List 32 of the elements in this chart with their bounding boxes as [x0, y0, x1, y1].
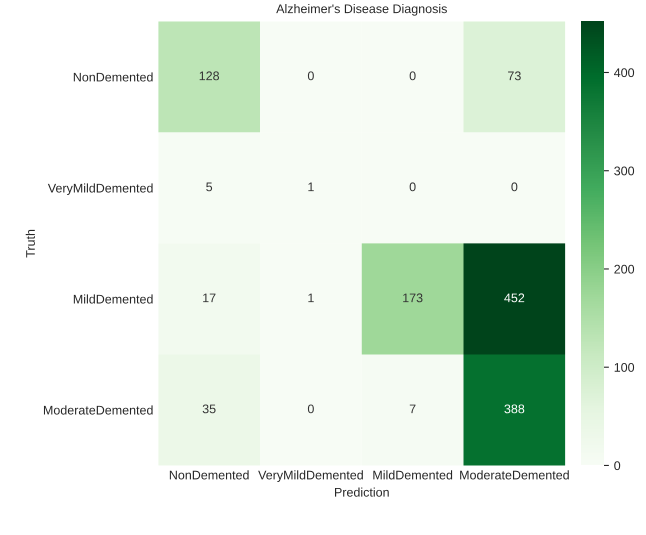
x-axis-title: Prediction [334, 488, 389, 497]
data-label: 0 [308, 404, 314, 414]
data-label: 173 [403, 293, 423, 302]
data-label: 452 [504, 293, 524, 302]
y-tick-label: MildDemented [74, 294, 153, 304]
color-bar-label: 100 [614, 363, 634, 372]
x-tick-label: NonDemented [170, 470, 249, 480]
data-label: 1 [308, 182, 314, 192]
data-label: 0 [410, 71, 416, 80]
data-label: 1 [308, 294, 314, 302]
data-label: 5 [206, 182, 212, 192]
data-label: 0 [308, 71, 314, 80]
y-tick-label: VeryMildDemented [48, 183, 153, 196]
data-label: 7 [410, 404, 416, 414]
color-bar-label: 400 [614, 68, 634, 78]
y-axis-title: Truth [26, 230, 35, 258]
data-label: 73 [508, 71, 521, 80]
color-bar-label: 300 [614, 166, 634, 176]
data-label: 0 [511, 182, 518, 192]
color-bar-label: 0 [614, 461, 620, 470]
y-tick-label: ModerateDemented [44, 405, 153, 415]
chart-title: Alzheimer's Disease Diagnosis [276, 4, 447, 16]
color-bar-label: 200 [614, 264, 634, 274]
x-tick-label: VeryMildDemented [258, 470, 363, 482]
y-tick-label: NonDemented [74, 72, 153, 82]
x-tick-label: MildDemented [373, 470, 452, 480]
data-label: 0 [410, 182, 416, 192]
data-label: 17 [203, 294, 216, 302]
x-tick-label: ModerateDemented [460, 470, 569, 480]
data-label: 128 [200, 71, 220, 80]
data-label: 35 [202, 404, 216, 414]
data-label: 388 [504, 404, 524, 414]
